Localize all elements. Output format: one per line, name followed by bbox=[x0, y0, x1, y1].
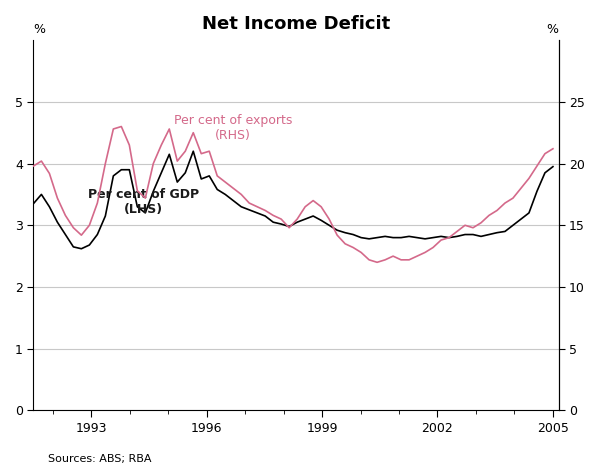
Text: %: % bbox=[547, 23, 559, 37]
Title: Net Income Deficit: Net Income Deficit bbox=[202, 15, 390, 33]
Text: Per cent of GDP
(LHS): Per cent of GDP (LHS) bbox=[88, 188, 199, 216]
Text: Sources: ABS; RBA: Sources: ABS; RBA bbox=[48, 454, 151, 464]
Text: %: % bbox=[34, 23, 46, 37]
Text: Per cent of exports
(RHS): Per cent of exports (RHS) bbox=[174, 114, 292, 142]
